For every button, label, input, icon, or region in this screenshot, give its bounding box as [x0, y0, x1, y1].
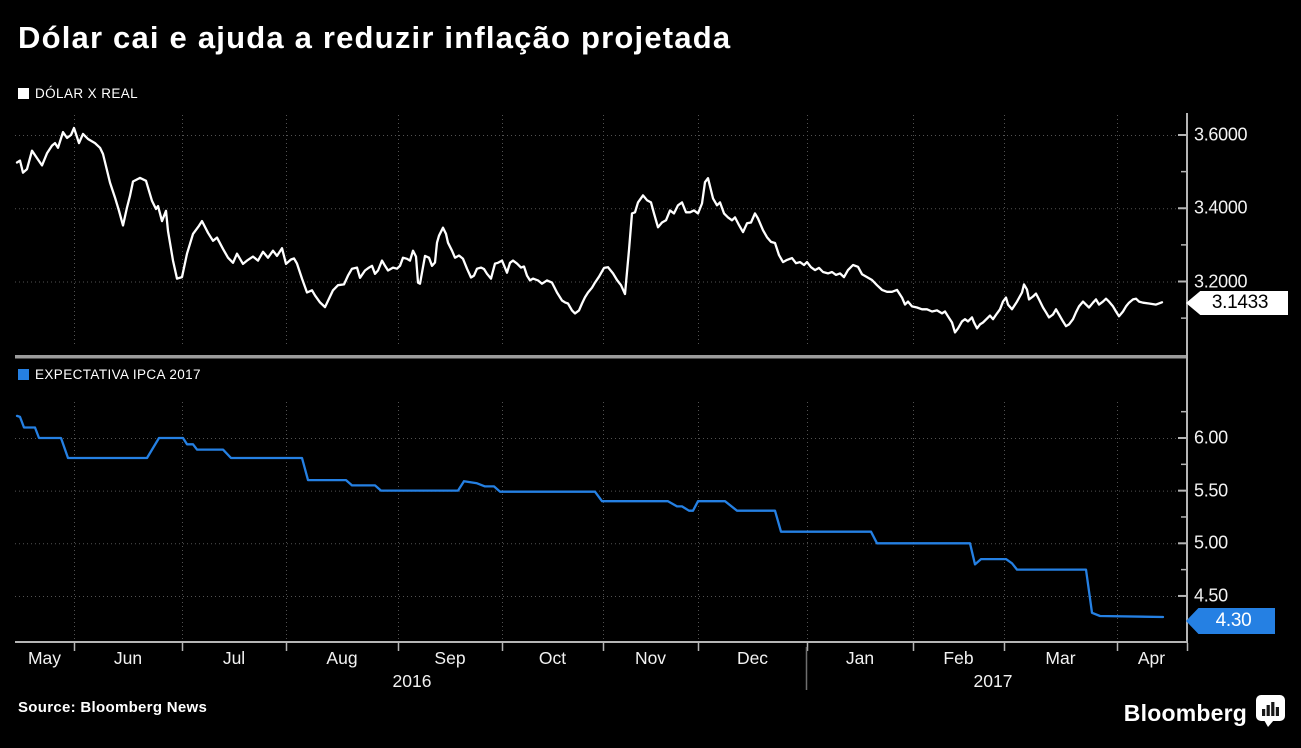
bloomberg-logo: Bloomberg [1124, 694, 1286, 733]
year-label-2016: 2016 [392, 671, 432, 691]
month-label-oct: Oct [538, 648, 567, 668]
source-credit: Source: Bloomberg News [18, 699, 208, 716]
month-label-mar: Mar [1045, 648, 1076, 668]
panel-divider [15, 355, 1186, 359]
legend-dolar-x-real: DÓLAR X REAL [18, 86, 138, 101]
bloomberg-wordmark: Bloomberg [1123, 700, 1247, 726]
right-axis-spine [1186, 113, 1188, 643]
legend-swatch-blue [18, 369, 29, 380]
series-line-1 [15, 414, 1165, 619]
y-tick-label: 4.50 [1194, 585, 1228, 606]
legend-label: DÓLAR X REAL [35, 86, 139, 101]
month-label-jul: Jul [222, 648, 246, 668]
y-tick-label: 6.00 [1194, 427, 1228, 448]
month-label-may: May [27, 648, 62, 668]
month-label-sep: Sep [434, 648, 466, 668]
page-title: Dólar cai e ajuda a reduzir inflação pro… [18, 20, 732, 55]
month-label-dec: Dec [736, 648, 769, 668]
y-tick-label: 5.50 [1194, 480, 1228, 501]
year-label-2017: 2017 [973, 671, 1013, 691]
last-price-badge-ipca: 4.30 [1186, 608, 1275, 634]
y-tick-label: 3.6000 [1194, 124, 1248, 145]
last-price-badge-dolar: 3.1433 [1186, 291, 1288, 315]
y-tick-label: 3.4000 [1194, 197, 1248, 218]
month-label-jun: Jun [113, 648, 143, 668]
month-label-nov: Nov [634, 648, 667, 668]
series-line-0 [15, 126, 1164, 334]
month-label-aug: Aug [326, 648, 358, 668]
legend-label: EXPECTATIVA IPCA 2017 [35, 367, 201, 382]
legend-expectativa-ipca: EXPECTATIVA IPCA 2017 [18, 367, 201, 382]
legend-swatch-white [18, 88, 29, 99]
y-tick-label: 3.2000 [1194, 271, 1248, 291]
x-axis-line [15, 641, 1188, 643]
month-label-apr: Apr [1137, 648, 1166, 668]
month-label-jan: Jan [845, 648, 875, 668]
month-label-feb: Feb [943, 648, 974, 668]
y-tick-label: 5.00 [1194, 532, 1228, 553]
bar-chart-bubble-icon [1255, 694, 1286, 733]
